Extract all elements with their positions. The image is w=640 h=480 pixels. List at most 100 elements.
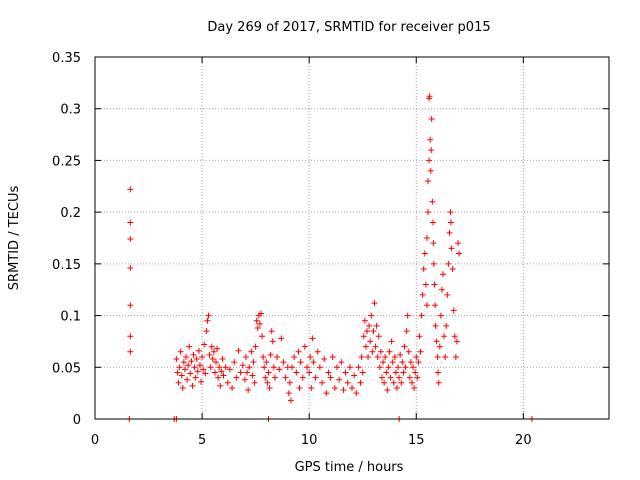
- data-point: [266, 384, 273, 391]
- data-point: [308, 384, 315, 391]
- data-point: [316, 364, 323, 371]
- data-point: [248, 348, 255, 355]
- data-point: [187, 370, 194, 377]
- data-point: [389, 359, 396, 366]
- data-point: [402, 364, 409, 371]
- data-point: [229, 384, 236, 391]
- data-point: [178, 372, 185, 379]
- data-point: [256, 320, 263, 327]
- data-point: [206, 351, 213, 358]
- data-point: [351, 372, 358, 379]
- data-point: [185, 362, 192, 369]
- data-point: [205, 312, 212, 319]
- data-point: [404, 312, 411, 319]
- x-tick-label: 0: [91, 433, 99, 448]
- data-point: [309, 335, 316, 342]
- data-point: [319, 379, 326, 386]
- data-point: [362, 343, 369, 350]
- data-point: [173, 356, 180, 363]
- data-point: [365, 353, 372, 360]
- data-point: [406, 374, 413, 381]
- data-point: [127, 264, 134, 271]
- data-point: [310, 359, 317, 366]
- data-point: [423, 235, 430, 241]
- data-point: [183, 353, 190, 360]
- data-point: [306, 369, 313, 376]
- data-point: [366, 322, 373, 329]
- data-point: [375, 333, 382, 340]
- data-point: [296, 384, 303, 391]
- data-point: [442, 353, 449, 360]
- data-point: [261, 364, 268, 371]
- data-point: [268, 328, 275, 335]
- data-point: [448, 245, 455, 252]
- data-point: [174, 369, 181, 376]
- data-point: [177, 348, 184, 355]
- data-point: [441, 333, 448, 340]
- data-point: [401, 343, 408, 350]
- y-tick-label: 0.3: [60, 103, 81, 118]
- data-point: [383, 369, 390, 376]
- data-point: [412, 369, 419, 376]
- data-point: [440, 271, 447, 278]
- data-point: [245, 387, 252, 394]
- data-point: [361, 317, 368, 324]
- data-point: [384, 387, 391, 394]
- data-point: [263, 359, 270, 366]
- data-point: [276, 366, 283, 373]
- data-point: [280, 359, 287, 366]
- data-point: [278, 335, 285, 342]
- data-point: [432, 302, 439, 309]
- data-point: [327, 374, 334, 381]
- data-point: [257, 310, 264, 317]
- data-point: [242, 353, 249, 360]
- data-point: [380, 359, 387, 366]
- data-point: [267, 351, 274, 358]
- data-point: [203, 328, 210, 335]
- data-point: [250, 359, 257, 366]
- data-point: [189, 382, 196, 389]
- data-point: [355, 364, 362, 371]
- axis-ticks: [94, 56, 609, 420]
- data-point: [204, 317, 211, 324]
- data-point: [179, 384, 186, 391]
- data-point: [208, 343, 215, 350]
- data-point: [237, 369, 244, 376]
- data-point: [416, 333, 423, 340]
- data-point: [202, 370, 209, 377]
- grid-lines: [95, 57, 609, 419]
- x-tick-label: 5: [198, 433, 206, 448]
- data-point: [371, 300, 378, 307]
- data-point: [427, 136, 434, 143]
- data-point: [363, 328, 370, 335]
- data-point: [396, 374, 403, 381]
- data-point: [437, 312, 444, 319]
- data-point: [388, 338, 395, 345]
- data-point: [286, 379, 293, 386]
- data-point: [295, 348, 302, 355]
- data-point: [175, 379, 182, 386]
- x-tick-label: 15: [408, 433, 425, 448]
- data-point: [274, 353, 281, 360]
- data-point: [321, 356, 328, 363]
- plot-frame: [94, 56, 610, 420]
- data-point: [282, 374, 289, 381]
- data-point: [209, 356, 216, 363]
- data-point: [262, 374, 269, 381]
- x-axis-label: GPS time / hours: [295, 460, 404, 475]
- data-point: [127, 236, 134, 243]
- data-point: [194, 368, 201, 375]
- data-point: [432, 322, 439, 329]
- data-point: [329, 353, 336, 360]
- data-point: [214, 345, 221, 352]
- data-point: [127, 333, 134, 340]
- data-point: [453, 338, 460, 345]
- data-point: [405, 348, 412, 355]
- data-point: [444, 291, 451, 298]
- data-point: [411, 384, 418, 391]
- data-point: [201, 341, 208, 348]
- data-point: [357, 379, 364, 386]
- data-point: [417, 348, 424, 355]
